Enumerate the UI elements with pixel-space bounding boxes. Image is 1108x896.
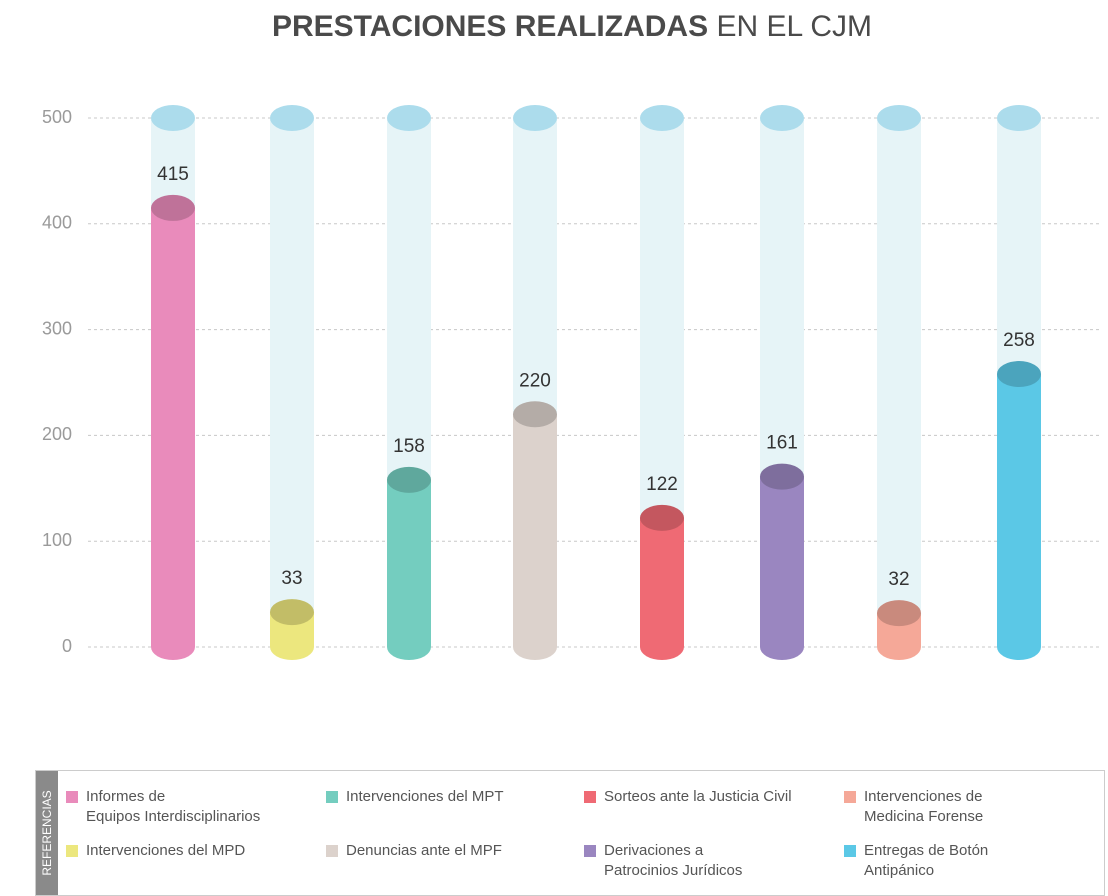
title-bold: PRESTACIONES REALIZADAS (272, 10, 708, 43)
legend-label: Denuncias ante el MPF (346, 842, 502, 859)
legend-swatch (326, 845, 338, 857)
data-label: 161 (766, 433, 798, 454)
bar (877, 613, 921, 660)
y-tick-label: 100 (42, 530, 72, 550)
legend-item: Denuncias ante el MPF (326, 841, 502, 861)
legend: REFERENCIAS Informes de Equipos Interdis… (35, 770, 1105, 896)
track-top (513, 105, 557, 131)
data-label: 415 (157, 164, 189, 185)
legend-label: Entregas de Botón Antipánico (864, 842, 989, 879)
track-top (760, 105, 804, 131)
legend-swatch (844, 845, 856, 857)
track-top (640, 105, 684, 131)
chart: PRESTACIONES REALIZADAS EN EL CJM 0 100 20… (42, 10, 1100, 660)
legend-swatch (844, 791, 856, 803)
track-top (877, 105, 921, 131)
data-label: 33 (281, 568, 302, 589)
bar-top (760, 463, 804, 490)
legend-item: Intervenciones del MPT (326, 787, 504, 807)
legend-label: Intervenciones del MPT (346, 788, 504, 805)
legend-label: Derivaciones a Patrocinios Jurídicos (604, 842, 743, 879)
legend-swatch (66, 791, 78, 803)
track-top (270, 105, 314, 131)
legend-swatch (584, 791, 596, 803)
bar-top (387, 466, 431, 493)
legend-swatch (66, 845, 78, 857)
track-top (387, 105, 431, 131)
bar-top (877, 600, 921, 627)
bar-top (513, 401, 557, 428)
bar-top (640, 504, 684, 531)
chart-title: PRESTACIONES REALIZADAS EN EL CJM (272, 10, 872, 43)
legend-item: Informes de Equipos Interdisciplinarios (66, 787, 260, 827)
track (270, 118, 314, 647)
bar (151, 207, 195, 660)
legend-item: Sorteos ante la Justicia Civil (584, 787, 792, 807)
track (877, 118, 921, 647)
y-tick-label: 300 (42, 318, 72, 338)
bar (270, 612, 314, 660)
legend-label: Intervenciones de Medicina Forense (864, 788, 984, 825)
legend-strip: REFERENCIAS (36, 771, 58, 895)
y-tick-label: 0 (62, 636, 72, 656)
y-tick-label: 400 (42, 213, 72, 233)
data-label: 258 (1003, 330, 1035, 351)
bar-top (151, 194, 195, 221)
bar (760, 476, 804, 660)
legend-label: Sorteos ante la Justicia Civil (604, 788, 792, 805)
data-label: 220 (519, 370, 551, 391)
legend-swatch (584, 845, 596, 857)
bar-top (997, 361, 1041, 388)
legend-item: Entregas de Botón Antipánico (844, 841, 988, 881)
title-regular: EN EL CJM (716, 10, 872, 43)
bar (387, 479, 431, 660)
bar-top (270, 599, 314, 626)
y-tick-label: 200 (42, 424, 72, 444)
bar (513, 414, 557, 660)
legend-label: Informes de Equipos Interdisciplinarios (86, 788, 261, 825)
legend-swatch (326, 791, 338, 803)
legend-title: REFERENCIAS (40, 790, 54, 876)
data-label: 122 (646, 474, 678, 495)
track-top (997, 105, 1041, 131)
track-top (151, 105, 195, 131)
bar (640, 517, 684, 660)
legend-label: Intervenciones del MPD (86, 842, 246, 859)
bar (997, 374, 1041, 660)
legend-item: Derivaciones a Patrocinios Jurídicos (584, 841, 742, 881)
data-label: 158 (393, 436, 425, 457)
legend-item: Intervenciones de Medicina Forense (844, 787, 983, 827)
data-label: 32 (888, 569, 909, 590)
legend-item: Intervenciones del MPD (66, 841, 245, 861)
y-tick-label: 500 (42, 107, 72, 127)
